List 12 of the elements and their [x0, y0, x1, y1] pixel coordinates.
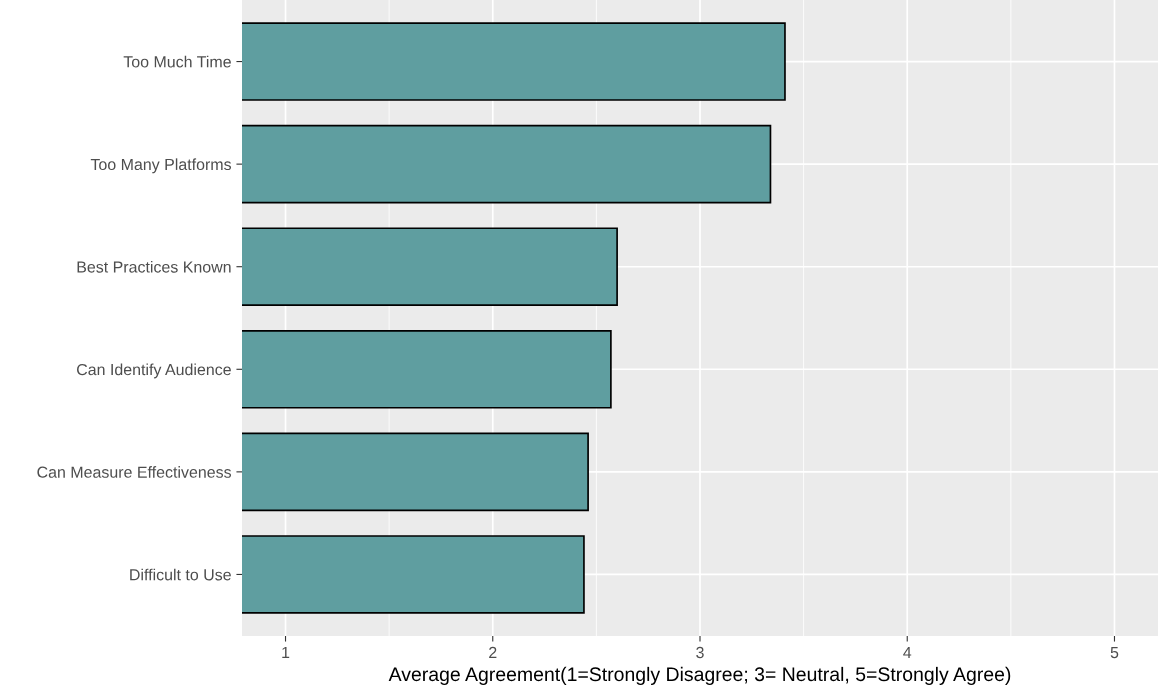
x-axis-title: Average Agreement(1=Strongly Disagree; 3= Neutral, 5=Strongly Agree) — [388, 666, 1011, 685]
y-tick-label: Difficult to Use — [130, 568, 231, 581]
y-tick-label: Best Practices Known — [77, 260, 231, 273]
y-tick-label: Too Much Time — [123, 55, 231, 68]
y-tick-label: Too Many Platforms — [90, 158, 232, 174]
y-tick-label: Can Measure Effectiveness — [37, 466, 232, 478]
x-tick-label: 4 — [903, 647, 912, 658]
y-tick-label: Can Identify Audience — [77, 363, 231, 379]
x-tick-label: 2 — [489, 646, 497, 658]
x-tick-label: 5 — [1110, 647, 1119, 659]
x-tick-label: 3 — [696, 646, 704, 659]
x-tick-label: 1 — [282, 647, 290, 658]
